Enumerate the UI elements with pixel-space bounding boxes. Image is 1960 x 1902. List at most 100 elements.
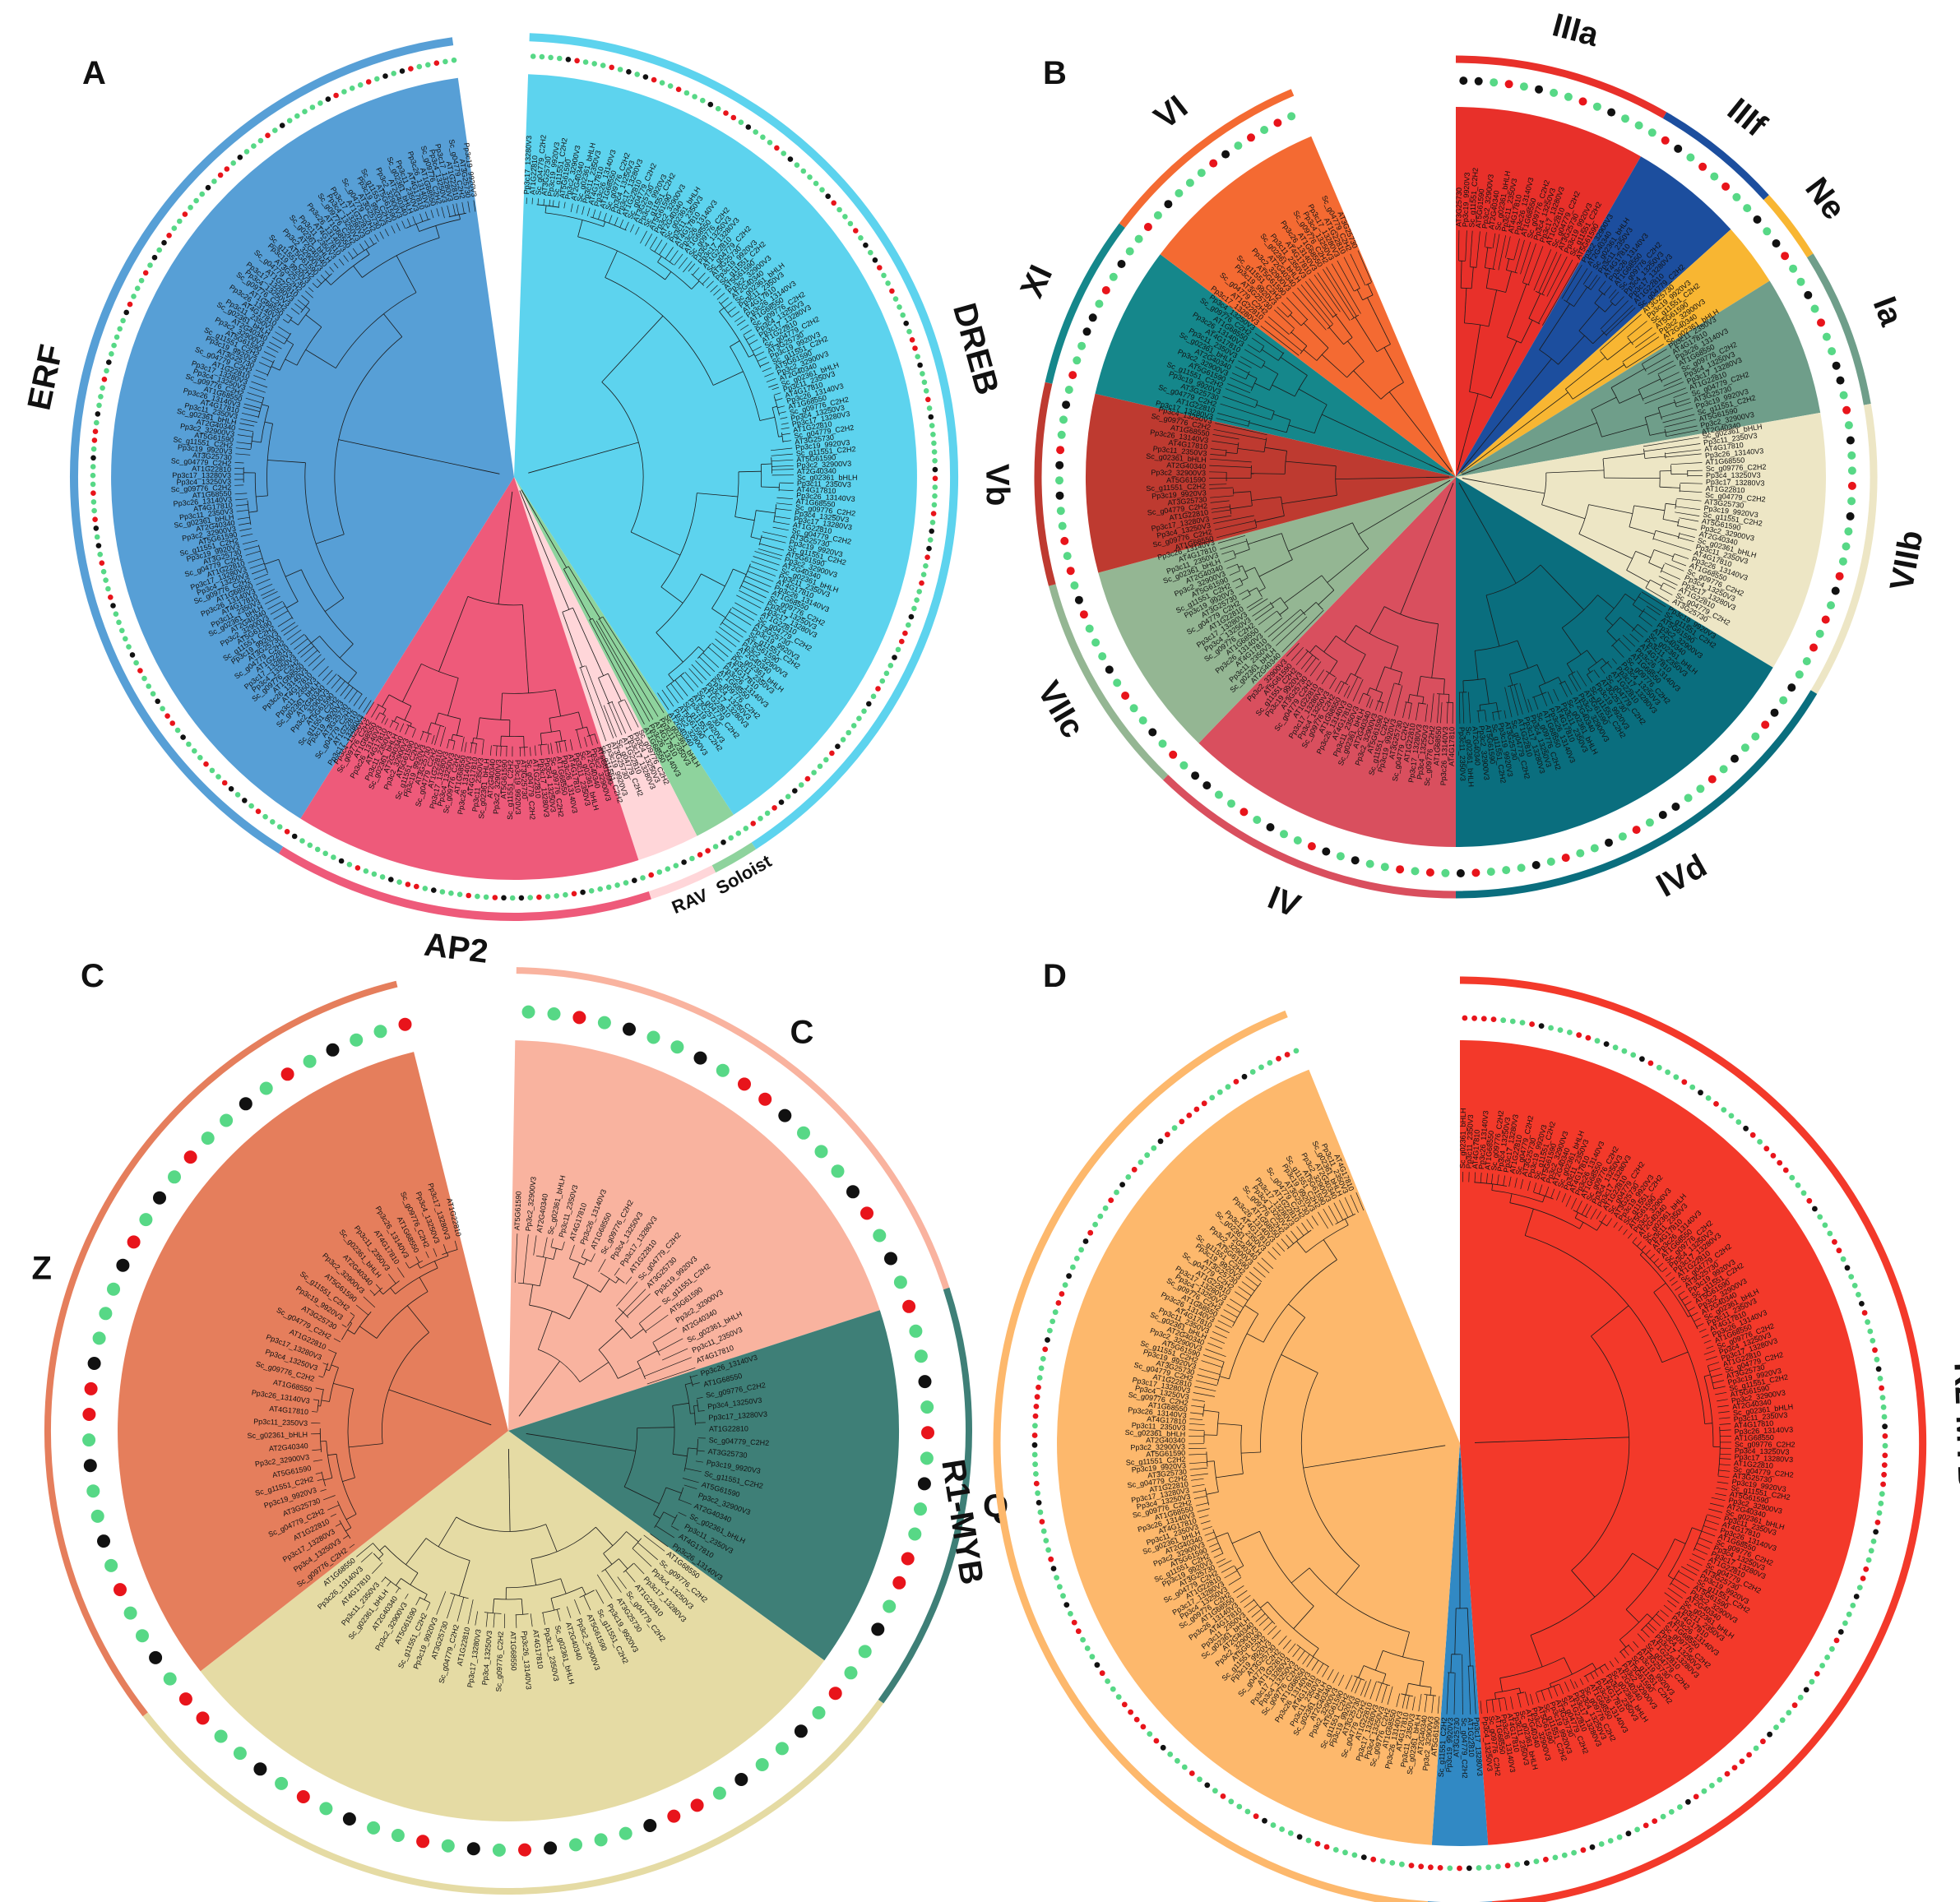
species-marker: [1514, 1861, 1521, 1867]
tree-branch: [1653, 549, 1674, 558]
tree-branch: [344, 687, 354, 700]
species-marker: [1260, 126, 1269, 134]
tree-branch: [439, 727, 447, 747]
species-marker: [466, 892, 471, 899]
tree-branch: [1226, 451, 1238, 454]
tree-branch: [348, 1443, 383, 1448]
tree-branch: [1633, 505, 1665, 511]
species-marker: [1824, 1654, 1831, 1660]
tree-branch: [637, 1350, 658, 1363]
tree-branch: [1345, 1674, 1353, 1690]
tree-branch: [695, 660, 711, 677]
species-marker: [814, 1145, 828, 1159]
tree-branch: [580, 667, 607, 742]
species-marker: [224, 166, 230, 172]
species-marker: [127, 301, 133, 308]
leaf-label: AT2G40340: [486, 759, 497, 798]
species-marker: [107, 1282, 120, 1296]
tree-branch: [384, 229, 389, 237]
tree-branch: [688, 668, 703, 684]
tree-branch: [1587, 669, 1591, 673]
tree-branch: [1321, 673, 1330, 685]
tree-branch: [1343, 685, 1351, 697]
tree-branch: [1663, 1604, 1673, 1613]
species-marker: [192, 747, 197, 754]
tree-branch: [586, 733, 595, 737]
species-marker: [1770, 708, 1779, 717]
tree-branch: [1261, 349, 1279, 361]
tree-branch: [262, 590, 278, 599]
tree-branch: [1353, 370, 1382, 400]
species-marker: [1791, 1702, 1798, 1709]
species-marker: [831, 1164, 845, 1178]
clade-ring-d-r1-myb: [993, 1010, 1429, 1902]
species-marker: [217, 172, 224, 178]
species-marker: [1179, 1118, 1185, 1125]
tree-branch: [1190, 1412, 1203, 1414]
species-marker: [1681, 1079, 1688, 1085]
tree-branch: [256, 495, 268, 497]
species-marker: [648, 872, 654, 878]
tree-branch: [764, 373, 774, 377]
tree-branch: [697, 272, 706, 280]
tree-branch: [1210, 1336, 1226, 1344]
tree-branch: [1665, 452, 1666, 459]
species-marker: [1389, 1860, 1396, 1866]
tree-branch: [1234, 1566, 1241, 1577]
species-marker: [1779, 1717, 1786, 1724]
tree-branch: [623, 1486, 660, 1504]
tree-branch: [577, 236, 665, 280]
tree-branch: [1524, 1209, 1534, 1236]
species-marker: [707, 101, 714, 108]
tree-branch: [475, 1611, 479, 1626]
species-marker: [844, 1666, 858, 1680]
tree-branch: [591, 1253, 595, 1262]
tree-branch: [1458, 692, 1461, 724]
species-marker: [1197, 169, 1206, 178]
species-marker: [1209, 159, 1218, 168]
species-marker: [1797, 1694, 1804, 1701]
species-marker: [1165, 1131, 1170, 1138]
tree-branch: [564, 740, 568, 752]
leaf-label: Sc_g11551_C2H2: [1467, 168, 1480, 228]
tree-branch: [1593, 669, 1600, 678]
tree-branch: [1647, 1622, 1657, 1631]
species-marker: [879, 678, 886, 684]
tree-branch: [1296, 1241, 1307, 1253]
tree-branch: [500, 736, 502, 747]
species-marker: [1370, 1856, 1377, 1863]
species-marker: [1031, 1432, 1038, 1438]
species-marker: [1032, 1461, 1038, 1468]
species-marker: [1749, 1131, 1756, 1138]
species-marker: [521, 1005, 535, 1019]
species-marker: [137, 668, 143, 673]
tree-branch: [1267, 1601, 1319, 1649]
species-marker: [1580, 1847, 1587, 1853]
tree-branch: [1467, 1608, 1471, 1667]
tree-branch: [743, 329, 753, 336]
tree-branch: [1375, 1682, 1383, 1701]
tree-branch: [774, 516, 791, 520]
species-marker: [858, 1645, 872, 1659]
tree-branch: [1675, 1285, 1682, 1291]
leaf-label: AT4G17810: [796, 485, 836, 495]
species-marker: [929, 423, 935, 428]
tree-branch: [1263, 1259, 1337, 1343]
species-marker: [96, 402, 102, 409]
tree-branch: [1719, 1429, 1731, 1431]
panel-letter-c: C: [81, 958, 104, 994]
tree-branch: [1286, 419, 1291, 433]
species-marker: [1819, 1663, 1826, 1668]
tree-branch: [1494, 1692, 1496, 1700]
species-marker: [911, 605, 917, 612]
tree-branch: [1638, 624, 1648, 633]
species-marker: [180, 734, 186, 740]
tree-branch: [1627, 321, 1647, 338]
tree-branch: [1402, 1694, 1406, 1709]
tree-branch: [1470, 502, 1517, 584]
tree-branch: [1710, 1502, 1724, 1507]
clade-ring-b-ia: [1806, 253, 1871, 405]
species-marker: [758, 816, 763, 821]
tree-branch: [689, 1375, 693, 1387]
tree-branch: [237, 516, 250, 520]
